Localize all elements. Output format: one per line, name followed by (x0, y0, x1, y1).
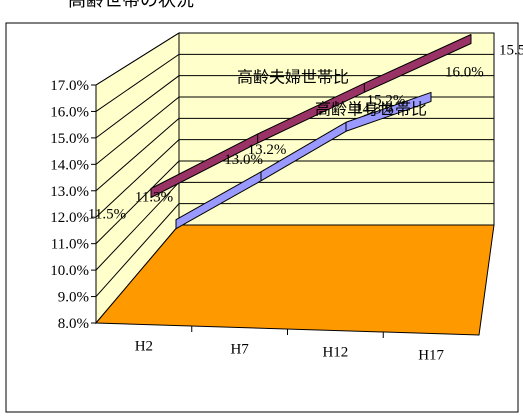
data-label: 14.3% (355, 101, 394, 117)
gridline (95, 203, 494, 297)
gridline (95, 53, 494, 112)
series-name-label: 高齢単身世帯比 (315, 100, 427, 119)
gridlines (95, 32, 494, 297)
series-name-label: 高齢夫婦世帯比 (237, 67, 349, 86)
y-tick-label: 13.0% (50, 184, 89, 200)
data-labels: 11.3% 13.2% 15.2% 16.0% 高齢夫婦世帯比 11.5% 13.0% 14.… (88, 43, 523, 223)
y-axis: 8.0% 9.0% 10.0% 11.0% 12.0% 13.0% 14.0% 15.0% 16… (50, 78, 97, 332)
y-tick-label: 9.0% (58, 290, 89, 306)
x-tick-label: H12 (322, 345, 348, 361)
x-axis: H2 H7 H12 H17 (135, 326, 445, 364)
data-label: 15.2% (367, 92, 406, 108)
gridline (95, 32, 494, 86)
gridline (95, 96, 494, 165)
y-tick-label: 17.0% (50, 78, 89, 94)
y-tick-label: 16.0% (50, 104, 89, 120)
series-ribbon (175, 91, 432, 230)
data-label: 11.3% (135, 190, 173, 206)
x-tick-label: H7 (230, 342, 249, 358)
y-tick-label: 12.0% (50, 210, 89, 226)
chart-floor (94, 224, 495, 336)
x-tick-label: H2 (135, 339, 153, 355)
series-ribbons (150, 34, 472, 230)
data-label: 11.5% (88, 207, 126, 223)
y-tick-label: 11.0% (51, 237, 89, 253)
cropped-title-fragment: 高齢世帯の状況 (68, 0, 194, 11)
gridline (95, 117, 494, 192)
y-tick-label: 8.0% (58, 316, 89, 332)
data-label: 16.0% (445, 64, 484, 80)
data-label: 13.0% (224, 152, 263, 168)
data-label: 15.5% (499, 43, 523, 59)
y-tick-label: 10.0% (50, 263, 89, 279)
data-label: 13.2% (248, 142, 287, 158)
y-tick-label: 14.0% (50, 157, 89, 173)
gridline (95, 160, 494, 245)
gridline (95, 139, 494, 218)
x-tick-label: H17 (418, 348, 444, 364)
series-ribbon (150, 34, 472, 198)
y-tick-label: 15.0% (50, 131, 89, 147)
